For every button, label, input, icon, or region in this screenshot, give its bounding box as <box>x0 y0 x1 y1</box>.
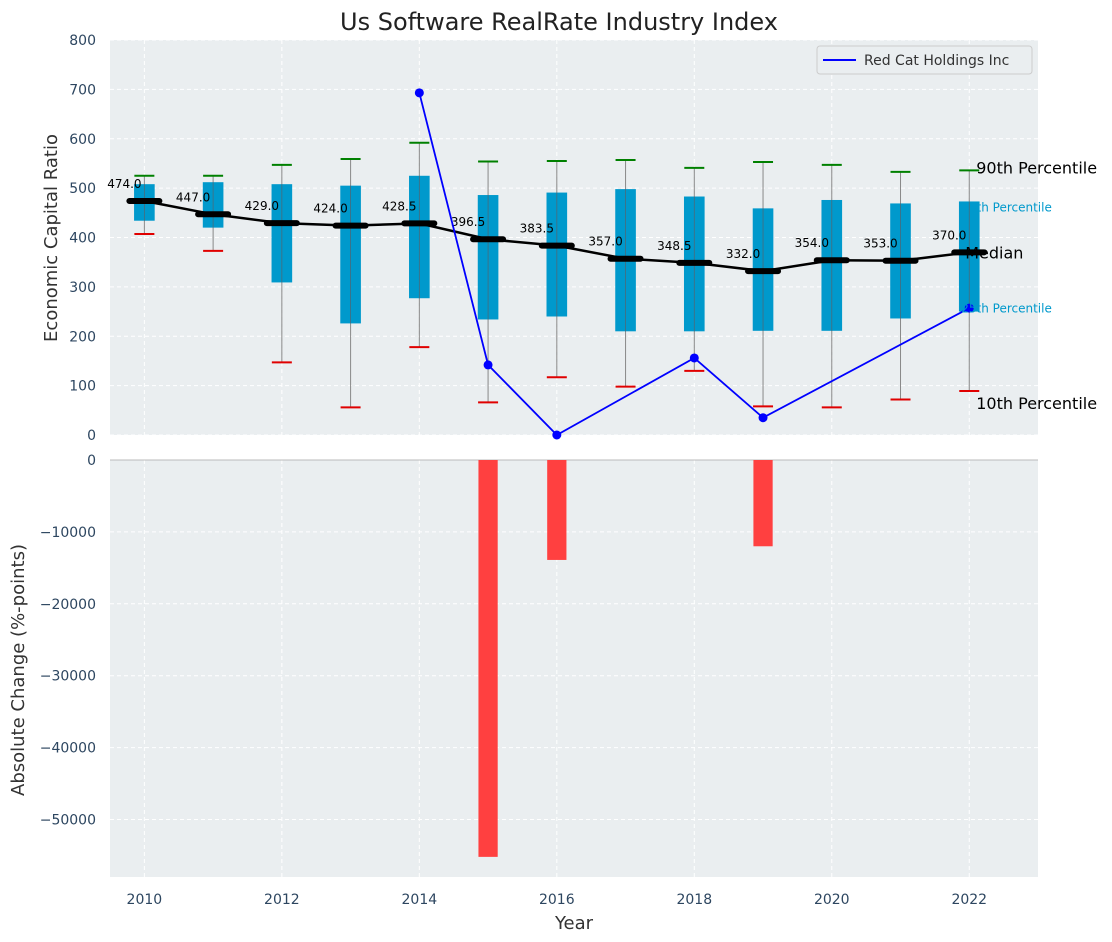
x-tick-label: 2018 <box>676 892 712 908</box>
top-y-ticks: 0 100 200 300 400 500 600 700 800 <box>69 33 96 444</box>
y-tick-label: 100 <box>69 379 96 395</box>
bottom-plot-background <box>110 460 1038 877</box>
x-tick-label: 2022 <box>951 892 987 908</box>
change-bar <box>547 460 567 560</box>
median-value-label: 383.5 <box>520 222 554 236</box>
chart-title: Us Software RealRate Industry Index <box>340 8 778 36</box>
legend: Red Cat Holdings Inc <box>816 45 1033 75</box>
p10-annotation: 10th Percentile <box>976 394 1097 413</box>
median-value-label: 447.0 <box>176 190 210 204</box>
y-tick-label: 600 <box>69 132 96 148</box>
median-value-label: 353.0 <box>863 237 897 251</box>
y-tick-label: 500 <box>69 181 96 197</box>
median-value-label: 424.0 <box>313 202 347 216</box>
median-value-label: 396.5 <box>451 215 485 229</box>
top-y-axis-label: Economic Capital Ratio <box>41 134 62 342</box>
median-labels: 474.0 447.0 429.0 424.0 428.5 396.5 383.5 357.0… <box>107 177 966 261</box>
x-ticks: 2010 2012 2014 2016 2018 2020 2022 <box>127 892 988 908</box>
y-tick-label: 0 <box>87 453 96 469</box>
legend-box <box>816 45 1033 75</box>
p75-annotation: 75th Percentile <box>961 200 1052 214</box>
y-tick-label: 800 <box>69 33 96 49</box>
x-tick-label: 2014 <box>402 892 438 908</box>
x-tick-label: 2012 <box>264 892 300 908</box>
change-bar <box>753 460 773 547</box>
median-value-label: 428.5 <box>382 199 416 213</box>
y-tick-label: 700 <box>69 82 96 98</box>
x-tick-label: 2016 <box>539 892 575 908</box>
x-tick-label: 2020 <box>814 892 850 908</box>
change-bars <box>478 460 773 857</box>
company-point <box>689 353 699 363</box>
median-line <box>126 197 988 275</box>
median-value-label: 429.0 <box>245 199 279 213</box>
company-point <box>414 88 424 98</box>
top-panel: 0 100 200 300 400 500 600 700 800 474.0 447.0 429.… <box>41 33 1097 444</box>
p90-annotation: 90th Percentile <box>976 158 1097 177</box>
legend-entry: Red Cat Holdings Inc <box>864 53 1009 69</box>
y-tick-label: 0 <box>87 428 96 444</box>
y-tick-label: −50000 <box>40 812 96 828</box>
median-annotation: Median <box>965 243 1023 262</box>
y-tick-label: −40000 <box>40 741 96 757</box>
company-series <box>414 88 974 440</box>
company-point <box>758 413 768 423</box>
y-tick-label: −30000 <box>40 669 96 685</box>
median-value-label: 332.0 <box>726 247 760 261</box>
median-value-label: 357.0 <box>588 235 622 249</box>
y-tick-label: −20000 <box>40 597 96 613</box>
bottom-y-ticks: 0 −10000 −20000 −30000 −40000 −50000 <box>40 453 96 828</box>
y-tick-label: −10000 <box>40 525 96 541</box>
median-value-label: 474.0 <box>107 177 141 191</box>
p25-annotation: 25th Percentile <box>961 302 1052 316</box>
bottom-y-axis-label: Absolute Change (%-points) <box>8 544 29 796</box>
y-tick-label: 200 <box>69 329 96 345</box>
change-bar <box>478 460 498 857</box>
median-value-label: 354.0 <box>795 236 829 250</box>
y-tick-label: 300 <box>69 280 96 296</box>
x-tick-label: 2010 <box>127 892 163 908</box>
top-grid <box>110 39 1038 436</box>
median-value-label: 370.0 <box>932 228 966 242</box>
x-axis-label: Year <box>554 913 594 934</box>
bottom-panel: 0 −10000 −20000 −30000 −40000 −50000 2010 2012… <box>8 453 1038 934</box>
company-point <box>483 360 493 370</box>
company-point <box>964 303 974 313</box>
percentile-annotations: 90th Percentile 75th Percentile Median 25th… <box>961 158 1097 413</box>
median-value-label: 348.5 <box>657 239 691 253</box>
company-point <box>552 430 562 440</box>
y-tick-label: 400 <box>69 231 96 247</box>
company-line <box>418 92 970 437</box>
